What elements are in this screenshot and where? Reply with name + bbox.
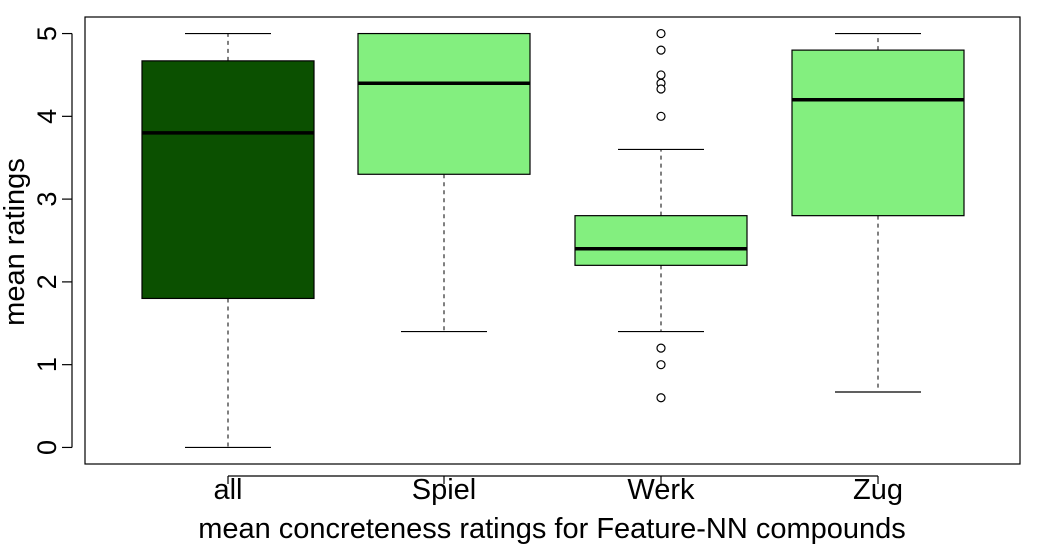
outlier-point [656,28,666,39]
y-tick-label: 3 [32,192,62,207]
outlier-point [656,360,666,370]
box-group-all [141,32,315,449]
y-tick-label: 0 [32,440,62,455]
outlier-point [656,393,666,403]
outlier-point [656,84,666,94]
boxes-layer [141,28,965,449]
outlier-point [656,111,666,121]
box-group-spiel [357,32,531,333]
outlier-point [656,343,666,353]
outlier-point [656,70,666,80]
x-tick-label: Zug [853,474,903,506]
y-tick-label: 1 [32,357,62,372]
y-axis-title: mean ratings [0,158,31,326]
y-tick-label: 5 [32,26,62,41]
iqr-box [357,32,531,175]
x-tick-label: Werk [627,474,695,506]
x-tick-label: all [213,474,242,506]
x-axis: all Spiel Werk Zug [213,474,903,506]
x-axis-title: mean concreteness ratings for Feature-NN… [198,513,906,545]
y-axis: 0 1 2 3 4 5 [32,26,73,455]
y-tick-label: 4 [32,109,62,124]
x-tick-label: Spiel [412,474,477,506]
outlier-point [656,45,666,55]
iqr-box [791,49,965,217]
y-tick-label: 2 [32,274,62,289]
iqr-box [574,215,748,266]
iqr-box [141,60,315,300]
plot-frame [84,16,1021,465]
box-group-zug [791,32,965,393]
box-group-werk [574,28,748,403]
